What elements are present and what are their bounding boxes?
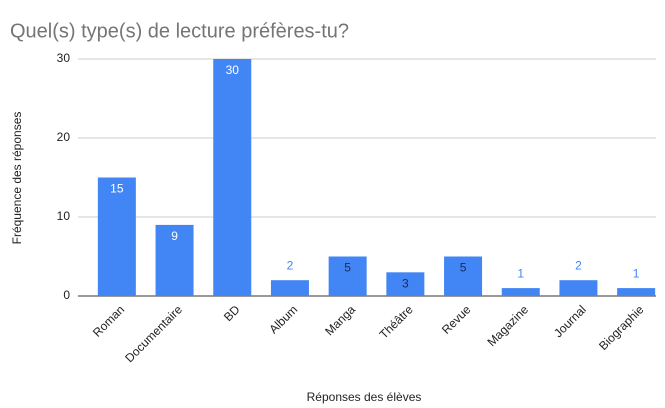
x-tick-label: Roman xyxy=(90,302,127,339)
value-label: 2 xyxy=(287,258,294,272)
bar xyxy=(444,256,483,296)
value-label: 5 xyxy=(344,261,351,275)
y-tick-label: 10 xyxy=(57,209,71,223)
bar xyxy=(501,288,540,296)
bar xyxy=(155,224,194,296)
x-tick-label: Biographie xyxy=(596,302,647,353)
bar xyxy=(328,256,367,296)
value-label: 1 xyxy=(633,266,640,280)
value-label: 5 xyxy=(460,261,467,275)
value-label: 2 xyxy=(575,258,582,272)
x-tick-label: BD xyxy=(221,302,243,324)
x-tick-label: Journal xyxy=(551,302,589,340)
bar xyxy=(213,59,252,296)
x-tick-label: Manga xyxy=(322,302,358,338)
x-tick-label: Théâtre xyxy=(377,302,416,341)
value-label: 15 xyxy=(110,182,124,196)
y-tick-label: 30 xyxy=(57,51,71,65)
y-tick-label: 0 xyxy=(63,288,70,302)
value-label: 9 xyxy=(171,229,178,243)
value-label: 3 xyxy=(402,276,409,290)
x-tick-label: Documentaire xyxy=(122,302,185,365)
y-axis-title: Fréquence des réponses xyxy=(10,112,24,245)
chart-title: Quel(s) type(s) de lecture préfères-tu? xyxy=(10,20,349,42)
x-tick-label: Album xyxy=(266,302,300,336)
bar xyxy=(386,272,425,296)
x-axis-title: Réponses des élèves xyxy=(307,390,422,404)
value-label: 30 xyxy=(226,63,240,77)
y-tick-label: 20 xyxy=(57,130,71,144)
bar xyxy=(270,280,309,296)
bar xyxy=(97,177,136,296)
x-tick-label: Revue xyxy=(439,302,474,337)
bar xyxy=(559,280,598,296)
bar xyxy=(617,288,656,296)
value-label: 1 xyxy=(517,266,524,280)
x-tick-label: Magazine xyxy=(484,302,531,349)
